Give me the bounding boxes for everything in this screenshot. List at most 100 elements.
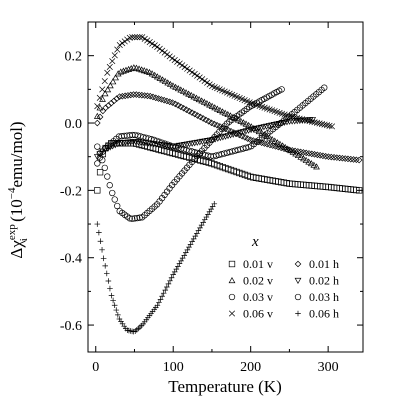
- legend-label: 0.01 v: [243, 257, 273, 271]
- data-point: [198, 222, 205, 228]
- data-point: [109, 78, 117, 85]
- data-point: [94, 187, 101, 194]
- data-point: [190, 93, 198, 100]
- data-point: [157, 296, 164, 303]
- data-point: [286, 113, 293, 120]
- y-axis-title-unit-rest: emu/mol): [7, 121, 26, 187]
- data-point: [160, 142, 168, 149]
- data-point: [171, 57, 178, 64]
- data-point: [147, 140, 155, 147]
- data-point: [96, 229, 102, 236]
- data-point: [121, 38, 128, 45]
- legend: x 0.01 v 0.02 v 0.03 v 0.06 v 0.01 h 0.02 h 0.0…: [228, 234, 339, 321]
- data-point: [211, 201, 218, 207]
- data-point: [116, 316, 123, 322]
- legend-label: 0.06 v: [243, 307, 273, 321]
- data-point: [150, 141, 158, 148]
- y-axis-title-unit: (10: [7, 199, 26, 226]
- data-point: [227, 112, 234, 119]
- data-point: [136, 34, 143, 41]
- data-point: [209, 203, 216, 210]
- data-point: [179, 62, 186, 69]
- series-0-01-v: [94, 140, 363, 194]
- data-point: [261, 140, 268, 147]
- legend-marker: [294, 277, 302, 285]
- data-point: [302, 156, 310, 163]
- y-tick-label: -0.4: [60, 252, 82, 267]
- data-point: [184, 65, 191, 72]
- data-point: [99, 107, 107, 115]
- data-point: [138, 91, 146, 99]
- legend-item: 0.06 h: [295, 307, 339, 321]
- legend-label: 0.03 h: [309, 290, 339, 304]
- data-point: [194, 72, 201, 79]
- data-point: [300, 155, 307, 162]
- data-point: [107, 285, 113, 292]
- data-point: [200, 219, 207, 226]
- data-point: [148, 70, 156, 77]
- data-point: [213, 121, 221, 129]
- data-point: [121, 323, 127, 330]
- legend-marker: [228, 310, 236, 317]
- data-point: [99, 247, 105, 253]
- data-point: [160, 290, 167, 296]
- data-point: [247, 123, 255, 130]
- data-point: [180, 104, 187, 112]
- data-point: [158, 96, 165, 103]
- data-point: [206, 101, 213, 108]
- series-0-02-h: [93, 117, 317, 161]
- data-point: [181, 63, 188, 71]
- data-point: [126, 34, 133, 41]
- data-point: [116, 41, 123, 49]
- series-0-02-v: [93, 64, 320, 170]
- data-point: [316, 120, 323, 127]
- data-point: [176, 60, 183, 67]
- data-point: [111, 196, 118, 203]
- data-point: [199, 115, 207, 122]
- x-axis-title: Temperature (K): [168, 377, 282, 396]
- data-point: [221, 109, 229, 116]
- data-point: [289, 148, 297, 155]
- legend-item: 0.01 h: [294, 257, 339, 271]
- data-point: [323, 122, 331, 129]
- data-point: [189, 238, 195, 245]
- data-point: [121, 92, 129, 100]
- data-point: [174, 58, 181, 65]
- data-point: [134, 34, 141, 41]
- data-point: [127, 91, 135, 99]
- data-point: [171, 269, 178, 275]
- data-point: [185, 107, 193, 115]
- data-point: [159, 76, 166, 83]
- data-point: [124, 92, 132, 99]
- data-point: [321, 121, 328, 128]
- data-point: [208, 102, 216, 109]
- legend-marker: [228, 260, 236, 268]
- tick-labels: 0 100 200 300 0.2 0.0 -0.2 -0.4 -0.6: [60, 50, 339, 375]
- y-axis-title-sup: exp: [6, 224, 18, 240]
- y-tick-label: -0.2: [60, 184, 82, 199]
- data-point: [196, 74, 203, 81]
- x-tick-label: 200: [240, 360, 261, 375]
- data-point: [169, 99, 176, 106]
- data-point: [173, 266, 180, 272]
- data-point: [205, 118, 213, 125]
- legend-item: 0.02 v: [228, 274, 273, 288]
- data-point: [96, 150, 103, 157]
- svg-text:Δχexpi (10−4emu/mol): Δχexpi (10−4emu/mol): [6, 121, 30, 258]
- data-point: [129, 215, 136, 222]
- data-point: [149, 93, 157, 101]
- data-point: [119, 321, 126, 327]
- data-point: [203, 100, 211, 107]
- data-point: [132, 328, 139, 334]
- legend-marker: [294, 260, 302, 268]
- data-point: [154, 43, 161, 50]
- data-point: [240, 119, 247, 126]
- y-axis-title-sub: i: [18, 238, 30, 241]
- data-point: [104, 69, 111, 76]
- data-point: [203, 214, 210, 220]
- data-point: [99, 86, 106, 93]
- data-point: [344, 155, 352, 163]
- data-point: [129, 34, 136, 41]
- y-tick-label: -0.6: [60, 319, 82, 334]
